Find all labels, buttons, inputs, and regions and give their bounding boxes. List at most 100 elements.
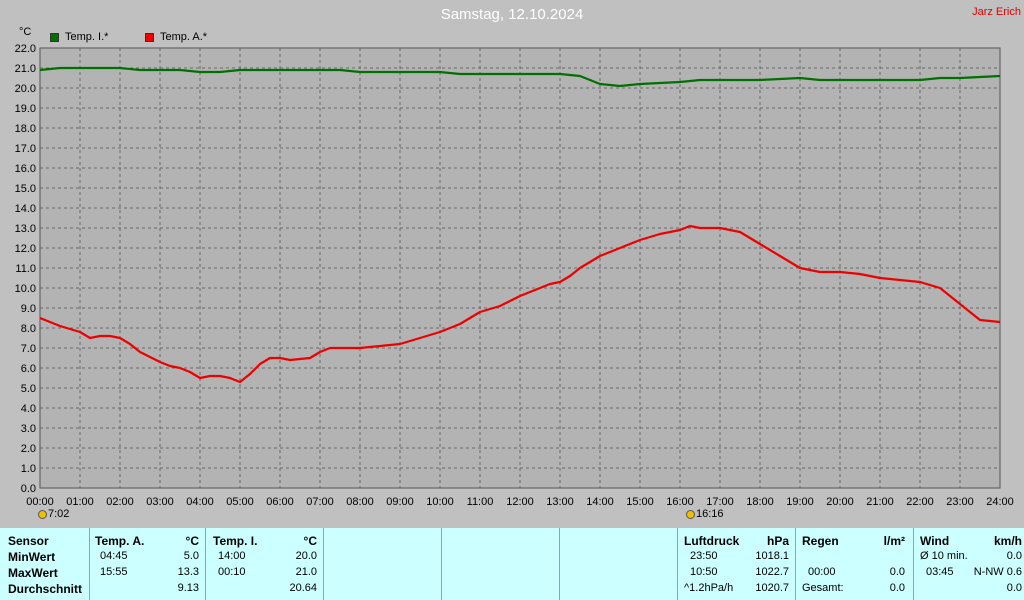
x-tick-label: 19:00 xyxy=(786,496,814,508)
stats-col-wind: Wind km/h Ø 10 min. 0.0 03:45 N-NW 0.6 0… xyxy=(914,528,1024,600)
x-tick-label: 09:00 xyxy=(386,496,414,508)
legend-item-temp-i: Temp. I.* xyxy=(50,31,108,43)
x-tick-label: 23:00 xyxy=(946,496,974,508)
wind-avg10-label: Ø 10 min. xyxy=(920,550,968,562)
y-tick-label: 0.0 xyxy=(21,483,36,495)
temp-i-unit: °C xyxy=(303,534,317,548)
x-tick-label: 10:00 xyxy=(426,496,454,508)
sunrise-icon xyxy=(38,509,47,519)
x-tick-label: 16:00 xyxy=(666,496,694,508)
y-tick-label: 22.0 xyxy=(15,43,36,55)
temperature-chart: 0.0 1.0 2.0 3.0 4.0 5.0 6.0 7.0 8.0 9.0 10.0 11.0 12… xyxy=(15,43,1014,508)
y-tick-label: 4.0 xyxy=(21,403,36,415)
y-tick-label: 13.0 xyxy=(15,223,36,235)
stats-col-luftdruck: Luftdruck hPa 23:50 1018.1 10:50 1022.7 … xyxy=(678,528,796,600)
series-line-temp-i xyxy=(39,66,1001,88)
wind-max: N-NW 0.6 xyxy=(973,566,1022,578)
y-tick-label: 3.0 xyxy=(21,423,36,435)
series-lines xyxy=(39,66,1001,384)
x-tick-label: 01:00 xyxy=(66,496,94,508)
y-tick-label: 5.0 xyxy=(21,383,36,395)
row-label-avg: Durchschnitt xyxy=(8,582,83,596)
y-tick-label: 16.0 xyxy=(15,163,36,175)
stats-col-sensor: Sensor MinWert MaxWert Durchschnitt xyxy=(0,528,90,600)
wind-unit: km/h xyxy=(993,534,1022,548)
y-tick-label: 9.0 xyxy=(21,303,36,315)
y-tick-label: 14.0 xyxy=(15,203,36,215)
temp-i-max: 21.0 xyxy=(295,566,317,578)
y-unit-label: °C xyxy=(19,26,32,38)
x-tick-label: 24:00 xyxy=(986,496,1014,508)
sunset-icon xyxy=(686,509,695,519)
pressure-min-time: 23:50 xyxy=(690,550,718,562)
y-tick-label: 21.0 xyxy=(15,63,36,75)
temp-i-min-time: 14:00 xyxy=(218,550,246,562)
temp-a-max-time: 15:55 xyxy=(100,566,128,578)
pressure-max: 1022.7 xyxy=(755,566,789,578)
y-tick-label: 7.0 xyxy=(21,343,36,355)
rain-total-label: Gesamt: xyxy=(802,582,844,594)
x-axis-ticks: 00:00 01:00 02:00 03:00 04:00 05:00 06:00 07:00… xyxy=(26,496,1014,508)
stats-col-regen: Regen l/m² 00:00 0.0 Gesamt: 0.0 xyxy=(796,528,914,600)
pressure-trend: ^1.2hPa/h xyxy=(684,582,734,594)
legend-label-temp-a: Temp. A.* xyxy=(160,31,208,43)
wind-avg: 0.0 xyxy=(1006,582,1022,594)
pressure-unit: hPa xyxy=(766,534,789,548)
y-tick-label: 1.0 xyxy=(21,463,36,475)
pressure-max-time: 10:50 xyxy=(690,566,718,578)
x-tick-label: 21:00 xyxy=(866,496,894,508)
x-tick-label: 22:00 xyxy=(906,496,934,508)
sunset-time: 16:16 xyxy=(696,508,724,520)
wind-max-time: 03:45 xyxy=(926,566,954,578)
row-label-min: MinWert xyxy=(8,550,56,564)
temp-a-avg: 9.13 xyxy=(177,582,199,594)
series-line-temp-a xyxy=(39,224,1001,384)
y-tick-label: 19.0 xyxy=(15,103,36,115)
y-tick-label: 11.0 xyxy=(15,263,36,275)
rain-total: 0.0 xyxy=(889,582,905,594)
y-tick-label: 6.0 xyxy=(21,363,36,375)
x-tick-label: 17:00 xyxy=(706,496,734,508)
rain-max-time: 00:00 xyxy=(808,566,836,578)
temp-a-header: Temp. A. xyxy=(95,534,145,548)
temp-i-header: Temp. I. xyxy=(213,534,258,548)
x-tick-label: 07:00 xyxy=(306,496,334,508)
legend-label-temp-i: Temp. I.* xyxy=(65,31,109,43)
legend-swatch-green-icon xyxy=(50,32,59,42)
author-label: Jarz Erich xyxy=(972,6,1021,18)
y-tick-label: 15.0 xyxy=(15,183,36,195)
temp-i-avg: 20.64 xyxy=(289,582,317,594)
y-tick-label: 17.0 xyxy=(15,143,36,155)
rain-unit: l/m² xyxy=(883,534,905,548)
statistics-table: Sensor MinWert MaxWert Durchschnitt Temp… xyxy=(0,528,1024,600)
temp-a-min-time: 04:45 xyxy=(100,550,128,562)
y-tick-label: 2.0 xyxy=(21,443,36,455)
wind-min: 0.0 xyxy=(1006,550,1022,562)
legend-item-temp-a: Temp. A.* xyxy=(145,31,207,43)
wind-header: Wind xyxy=(920,534,950,548)
x-tick-label: 06:00 xyxy=(266,496,294,508)
y-tick-label: 18.0 xyxy=(15,123,36,135)
rain-header: Regen xyxy=(802,534,839,548)
x-tick-label: 04:00 xyxy=(186,496,214,508)
sunrise-marker: 7:02 xyxy=(38,508,69,520)
x-tick-label: 14:00 xyxy=(586,496,614,508)
x-tick-label: 02:00 xyxy=(106,496,134,508)
y-axis-ticks: 0.0 1.0 2.0 3.0 4.0 5.0 6.0 7.0 8.0 9.0 10.0 11.0 12… xyxy=(15,43,36,495)
chart-title: Samstag, 12.10.2024 xyxy=(440,6,584,23)
x-tick-label: 03:00 xyxy=(146,496,174,508)
x-tick-label: 20:00 xyxy=(826,496,854,508)
temp-a-min: 5.0 xyxy=(183,550,199,562)
x-tick-label: 15:00 xyxy=(626,496,654,508)
pressure-avg: 1020.7 xyxy=(755,582,789,594)
pressure-header: Luftdruck xyxy=(684,534,740,548)
row-label-max: MaxWert xyxy=(8,566,58,580)
x-tick-label: 13:00 xyxy=(546,496,574,508)
stats-col-empty-2 xyxy=(442,528,560,600)
temp-i-max-time: 00:10 xyxy=(218,566,246,578)
x-tick-label: 05:00 xyxy=(226,496,254,508)
stats-col-temp-a: Temp. A. °C 04:45 5.0 15:55 13.3 9.13 xyxy=(90,528,206,600)
grid xyxy=(40,48,1000,488)
legend-swatch-red-icon xyxy=(145,32,154,42)
x-tick-label: 08:00 xyxy=(346,496,374,508)
